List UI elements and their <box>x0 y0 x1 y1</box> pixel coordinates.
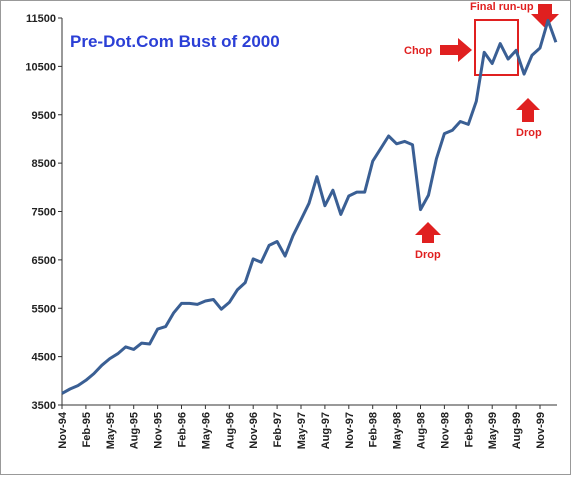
y-tick-label: 11500 <box>26 13 56 25</box>
y-tick-label: 5500 <box>32 303 56 315</box>
x-tick-label: Nov-95 <box>153 412 165 449</box>
annotation: Chop <box>404 45 432 57</box>
chart-title: Pre-Dot.Com Bust of 2000 <box>70 32 280 51</box>
x-tick-label: Nov-97 <box>344 412 356 449</box>
x-tick-label: Aug-99 <box>511 412 523 449</box>
x-tick-label: May-98 <box>392 412 404 449</box>
x-tick-label: Aug-97 <box>320 412 332 449</box>
x-tick-label: Feb-95 <box>81 412 93 447</box>
arrow <box>516 98 540 122</box>
x-tick-label: Aug-96 <box>224 412 236 449</box>
arrow <box>531 4 559 28</box>
x-tick-label: Nov-99 <box>535 412 547 449</box>
y-tick-label: 9500 <box>32 110 56 122</box>
y-tick-label: 8500 <box>32 158 56 170</box>
chop-box <box>474 19 519 76</box>
x-tick-label: May-96 <box>200 412 212 449</box>
x-tick-label: May-95 <box>105 412 117 449</box>
x-tick-label: Feb-97 <box>272 412 284 447</box>
x-tick-label: Aug-95 <box>129 412 141 449</box>
arrow <box>440 38 472 62</box>
y-tick-label: 3500 <box>32 400 56 412</box>
x-tick-label: Feb-98 <box>368 412 380 447</box>
y-tick-label: 6500 <box>32 255 56 267</box>
arrow <box>415 222 441 243</box>
x-tick-label: May-99 <box>487 412 499 449</box>
x-tick-label: Nov-98 <box>439 412 451 449</box>
x-tick-label: Nov-94 <box>57 411 69 449</box>
annotation: Drop <box>415 249 441 261</box>
annotation: Drop <box>516 127 542 139</box>
x-tick-label: Aug-98 <box>416 412 428 449</box>
x-tick-label: Nov-96 <box>248 412 260 449</box>
x-tick-label: Feb-99 <box>463 412 475 447</box>
x-tick-label: May-97 <box>296 412 308 449</box>
y-tick-label: 7500 <box>32 207 56 219</box>
x-tick-label: Feb-96 <box>177 412 189 447</box>
y-tick-label: 4500 <box>32 352 56 364</box>
annotation: Final run-up <box>470 1 534 13</box>
line <box>61 18 558 395</box>
y-tick-label: 10500 <box>25 61 56 73</box>
